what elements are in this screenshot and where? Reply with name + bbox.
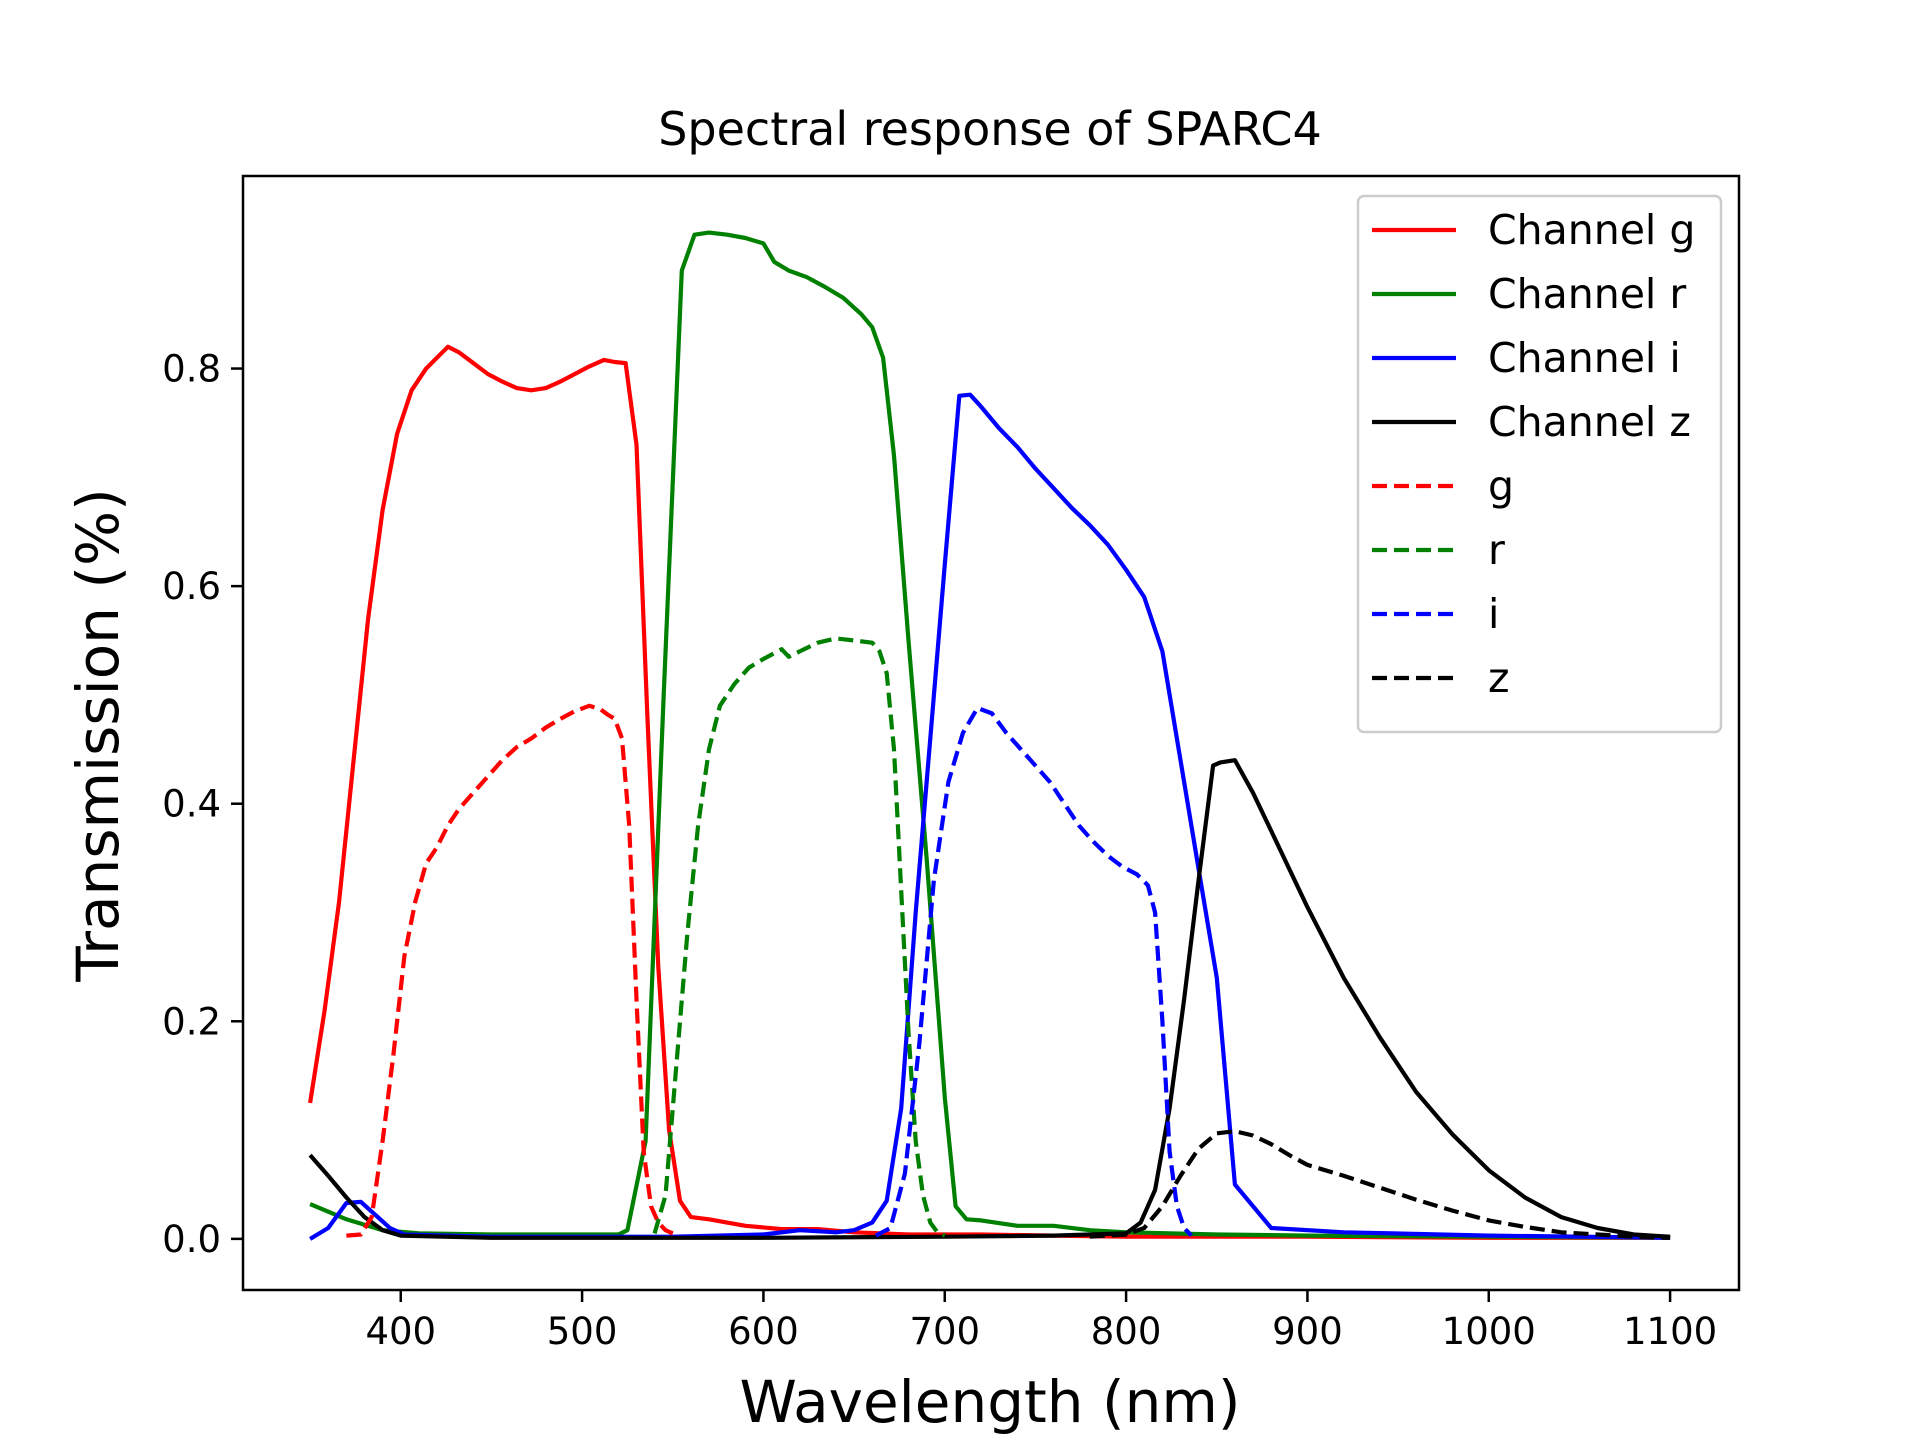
legend-label-dashed-r: r <box>1488 526 1505 574</box>
legend-box <box>1356 194 1723 734</box>
x-tick-label: 700 <box>909 1310 980 1353</box>
y-axis-label: Transmission (%) <box>64 488 132 982</box>
series-line-channel-r <box>309 230 1671 1240</box>
x-axis: 400 500 600 700 800 900 1000 1100 <box>365 1290 1717 1353</box>
x-tick-label: 900 <box>1272 1310 1343 1353</box>
series-layer <box>308 230 1671 1241</box>
series-line-dashed-g <box>346 703 674 1238</box>
plot-frame <box>241 174 1741 1292</box>
y-tick-label: 0.6 <box>162 565 221 608</box>
series-line-channel-g <box>308 344 1671 1240</box>
y-tick-label: 0.0 <box>162 1218 221 1261</box>
chart-title: Spectral response of SPARC4 <box>658 102 1322 156</box>
series-line-dashed-i <box>874 705 1193 1238</box>
legend-label-channel-i: Channel i <box>1488 334 1681 382</box>
x-tick-label: 1100 <box>1623 1310 1717 1353</box>
series-line-dashed-r <box>652 636 946 1238</box>
y-tick-label: 0.2 <box>162 1000 221 1043</box>
x-tick-label: 500 <box>547 1310 618 1353</box>
legend-label-dashed-z: z <box>1488 654 1510 702</box>
series-line-dashed-z <box>1089 1129 1671 1240</box>
y-tick-label: 0.4 <box>162 783 221 826</box>
legend-label-channel-r: Channel r <box>1488 270 1686 318</box>
x-axis-label: Wavelength (nm) <box>739 1368 1240 1436</box>
legend-label-dashed-g: g <box>1488 462 1514 510</box>
legend-label-dashed-i: i <box>1488 590 1499 638</box>
series-line-channel-z <box>308 758 1671 1240</box>
legend-label-channel-z: Channel z <box>1488 398 1691 446</box>
x-tick-label: 600 <box>728 1310 799 1353</box>
y-axis: 0.0 0.2 0.4 0.6 0.8 <box>162 348 243 1261</box>
x-tick-label: 400 <box>365 1310 436 1353</box>
legend-label-channel-g: Channel g <box>1488 206 1695 254</box>
x-tick-label: 800 <box>1091 1310 1162 1353</box>
x-tick-label: 1000 <box>1442 1310 1536 1353</box>
y-tick-label: 0.8 <box>162 348 221 391</box>
